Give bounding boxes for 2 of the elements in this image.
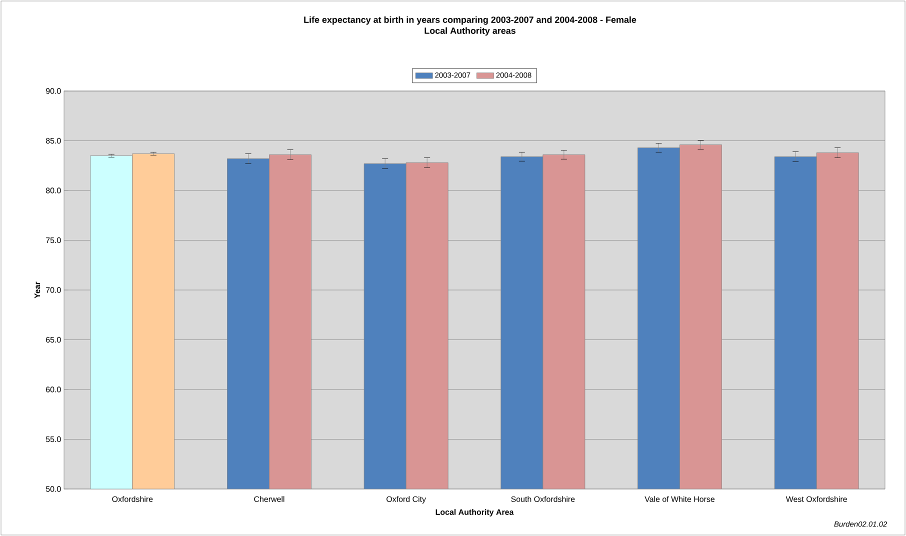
chart-subtitle: Local Authority areas xyxy=(424,27,516,36)
chart-title: Life expectancy at birth in years comparing 2003-2007 and 2004-2008 - Female xyxy=(304,16,636,25)
